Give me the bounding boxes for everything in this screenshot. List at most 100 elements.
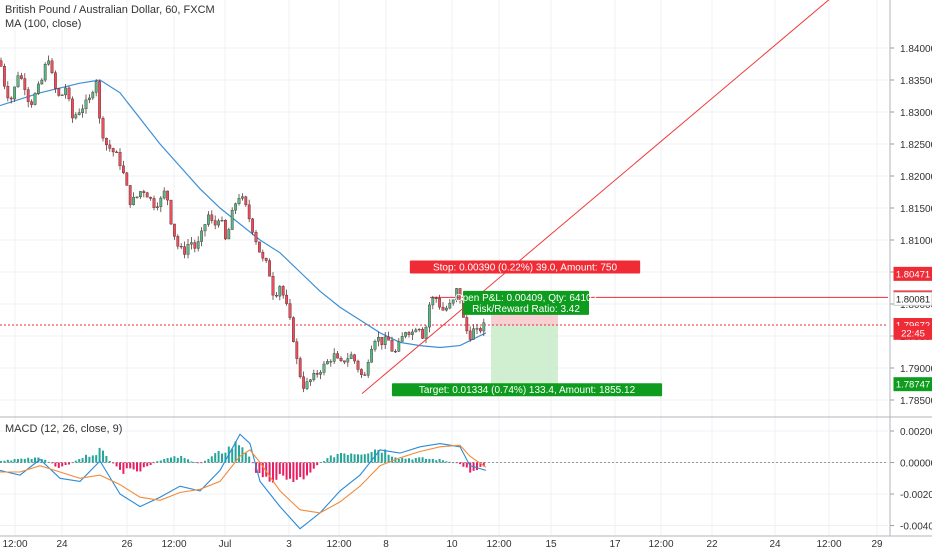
macd-histogram-bar xyxy=(136,462,138,472)
ma-100-line xyxy=(0,79,487,349)
price-tag-bg xyxy=(893,377,932,392)
macd-histogram-bar xyxy=(408,458,410,463)
candle-body xyxy=(111,148,115,153)
macd-histogram-bar xyxy=(197,462,200,464)
position-labels: Stop: 0.00390 (0.22%) 39.0, Amount: 750 O… xyxy=(391,260,663,397)
candle-body xyxy=(404,332,407,337)
macd-histogram-bar xyxy=(81,458,84,463)
macd-histogram-bar xyxy=(119,462,121,470)
candle-body xyxy=(336,353,339,359)
candle-body xyxy=(319,372,322,375)
y-tick-label: 1.84000 xyxy=(900,44,932,55)
y-tick-label: 1.83500 xyxy=(900,76,932,87)
x-tick-label: 17 xyxy=(609,539,621,550)
price-tag: 22:45 xyxy=(901,328,925,339)
candle-body xyxy=(6,86,10,99)
macd-histogram-bar xyxy=(57,462,60,468)
macd-histogram-bar xyxy=(0,461,2,463)
candle-body xyxy=(50,60,54,73)
trendline xyxy=(361,0,830,394)
candle-body xyxy=(472,328,475,340)
macd-histogram-bar xyxy=(282,462,285,476)
macd-histogram-bar xyxy=(13,458,16,463)
macd-histogram-bar xyxy=(268,462,271,482)
ma-legend[interactable]: MA (100, close) xyxy=(5,18,82,30)
candle-body xyxy=(275,294,278,297)
macd-histogram-bar xyxy=(217,451,220,463)
candle-body xyxy=(77,112,81,115)
macd-histogram-bar xyxy=(350,453,353,463)
candle-body xyxy=(380,337,384,345)
candle-body xyxy=(292,317,295,342)
macd-histogram-bar xyxy=(238,445,240,463)
macd-histogram-bar xyxy=(278,462,281,474)
macd-histogram-bar xyxy=(329,455,332,463)
macd-histogram-bar xyxy=(149,462,152,465)
macd-histogram-bar xyxy=(10,460,13,463)
price-tag-bg xyxy=(893,266,932,281)
macd-histogram-bar xyxy=(88,456,91,463)
macd-histogram-bar xyxy=(180,455,183,463)
candle-body xyxy=(428,304,431,328)
macd-histogram-bar xyxy=(115,462,118,467)
candle-body xyxy=(400,336,404,342)
price-tag-bg xyxy=(893,291,932,306)
macd-histogram-bar xyxy=(122,462,125,474)
candle-body xyxy=(479,328,482,332)
candle-body xyxy=(118,152,122,167)
macd-histogram-bar xyxy=(20,458,23,463)
macd-legend[interactable]: MACD (12, 26, close, 9) xyxy=(5,423,123,435)
macd-histogram-bar xyxy=(333,457,336,463)
macd-histogram-bar xyxy=(251,462,254,464)
macd-histogram-bar xyxy=(435,460,438,463)
candle-body xyxy=(343,360,346,363)
macd-histogram-bar xyxy=(265,462,268,477)
macd-y-tick-label: 0.00000 xyxy=(900,459,932,470)
candle-body xyxy=(411,331,414,335)
macd-histogram-bar xyxy=(173,456,176,463)
macd-histogram-bar xyxy=(469,462,472,473)
macd-histogram-bar xyxy=(248,456,251,463)
candle-body xyxy=(74,114,78,119)
y-tick-label: 1.81000 xyxy=(900,236,932,247)
candle-body xyxy=(390,340,394,352)
candle-body xyxy=(20,75,23,79)
macd-histogram-bar xyxy=(391,456,393,463)
macd-histogram-bar xyxy=(64,462,67,466)
symbol-legend[interactable]: British Pound / Australian Dollar, 60, F… xyxy=(5,4,215,16)
candle-body xyxy=(200,230,203,242)
macd-histogram-bar xyxy=(421,457,424,463)
candle-body xyxy=(349,354,353,359)
macd-histogram-bar xyxy=(27,457,30,463)
macd-histogram-bar xyxy=(78,459,81,463)
candle-body xyxy=(3,66,6,87)
macd-histogram-bar xyxy=(455,462,458,464)
macd-histogram-bar xyxy=(425,458,427,463)
candle-body xyxy=(383,336,387,345)
candle-body xyxy=(475,328,479,330)
candle-body xyxy=(261,251,265,259)
x-tick-label: Jul xyxy=(219,539,232,550)
macd-histogram-bar xyxy=(367,453,370,463)
target-label-bg xyxy=(391,383,663,397)
macd-histogram-bar xyxy=(275,462,278,480)
x-tick-label: 10 xyxy=(446,539,458,550)
macd-histogram-bar xyxy=(102,450,104,463)
candle-body xyxy=(179,246,183,248)
target-label: Target: 0.01334 (0.74%) 133.4, Amount: 1… xyxy=(419,385,636,396)
candle-body xyxy=(387,336,390,341)
macd-histogram-bar xyxy=(125,462,128,469)
candle-body xyxy=(149,196,152,199)
macd-histogram-bar xyxy=(74,460,77,463)
macd-histogram-bar xyxy=(6,459,9,463)
macd-histogram-bar xyxy=(428,458,431,463)
macd-histogram-bar xyxy=(166,458,169,463)
macd-histogram-bar xyxy=(193,462,196,463)
macd-histogram-bar xyxy=(163,458,166,463)
candle-body xyxy=(394,351,397,353)
candle-body xyxy=(60,94,64,96)
x-tick-label: 12:00 xyxy=(326,539,351,550)
